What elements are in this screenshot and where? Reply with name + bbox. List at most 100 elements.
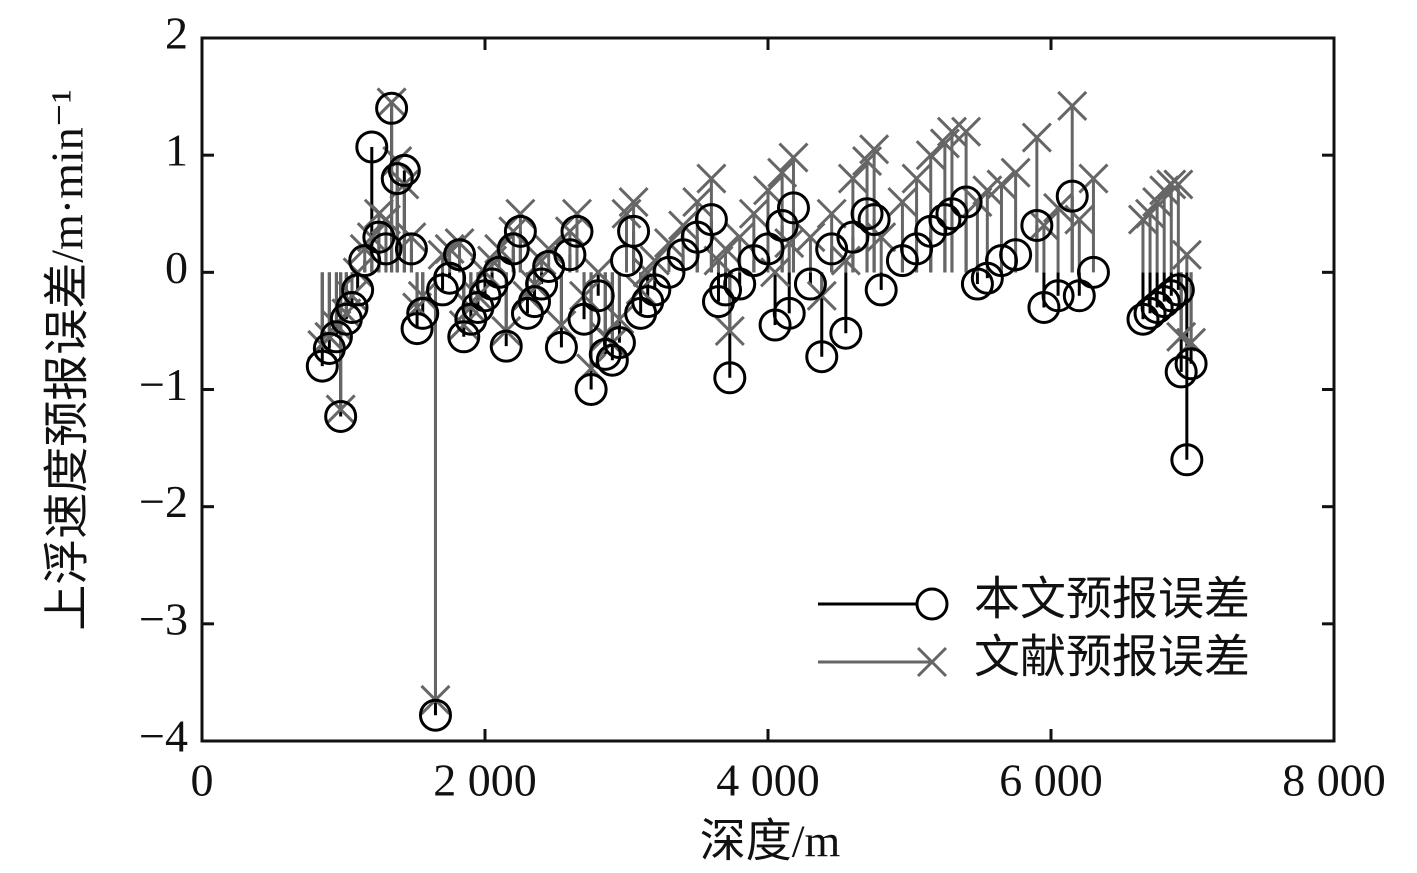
x-tick-label: 6 000 bbox=[999, 755, 1103, 806]
marker bbox=[325, 394, 356, 425]
marker bbox=[778, 142, 809, 173]
marker bbox=[915, 140, 946, 171]
marker bbox=[1163, 169, 1194, 200]
marker bbox=[829, 316, 863, 350]
marker bbox=[553, 238, 587, 272]
marker bbox=[709, 273, 743, 307]
marker bbox=[505, 198, 536, 229]
marker bbox=[653, 227, 685, 259]
marker bbox=[406, 296, 440, 330]
marker bbox=[1020, 208, 1054, 242]
marker bbox=[864, 273, 898, 307]
y-tick-label: −4 bbox=[139, 711, 188, 762]
x-tick-label: 2 000 bbox=[433, 755, 537, 806]
marker bbox=[1171, 239, 1202, 270]
marker bbox=[1028, 210, 1059, 241]
marker bbox=[525, 267, 559, 301]
marker bbox=[752, 175, 784, 206]
marker bbox=[714, 315, 745, 346]
marker bbox=[887, 186, 918, 218]
marker bbox=[805, 340, 839, 374]
marker bbox=[1057, 90, 1088, 122]
marker bbox=[713, 361, 747, 395]
marker bbox=[554, 216, 585, 247]
marker bbox=[518, 285, 552, 319]
marker bbox=[772, 296, 806, 330]
marker bbox=[639, 245, 670, 276]
y-tick-label: 2 bbox=[165, 8, 188, 59]
marker bbox=[936, 116, 968, 147]
marker bbox=[850, 197, 884, 231]
y-tick-label: −2 bbox=[139, 476, 188, 527]
legend-label: 文献预报误差 bbox=[974, 632, 1250, 683]
legend-label: 本文预报误差 bbox=[974, 574, 1250, 625]
marker bbox=[532, 249, 566, 283]
marker bbox=[370, 204, 402, 235]
marker bbox=[1041, 279, 1075, 313]
marker bbox=[710, 233, 741, 264]
marker bbox=[387, 153, 421, 187]
marker bbox=[369, 232, 403, 266]
marker bbox=[774, 227, 805, 259]
marker bbox=[1021, 122, 1052, 153]
marker bbox=[1170, 443, 1204, 477]
x-tick-label: 4 000 bbox=[716, 755, 820, 806]
x-tick-label: 8 000 bbox=[1282, 755, 1386, 806]
marker bbox=[498, 216, 529, 247]
marker bbox=[380, 162, 414, 196]
marker bbox=[1076, 255, 1110, 289]
marker bbox=[503, 214, 537, 248]
marker bbox=[795, 222, 826, 253]
marker bbox=[394, 232, 428, 266]
marker bbox=[1000, 157, 1031, 188]
marker bbox=[815, 232, 849, 266]
marker bbox=[1166, 321, 1197, 352]
marker bbox=[305, 349, 339, 383]
marker bbox=[433, 261, 467, 295]
marker bbox=[986, 169, 1017, 200]
marker bbox=[574, 373, 608, 406]
marker bbox=[376, 87, 407, 118]
y-tick-label: −1 bbox=[139, 359, 188, 410]
marker bbox=[1174, 347, 1208, 381]
marker bbox=[324, 399, 358, 433]
marker bbox=[407, 280, 438, 311]
x-tick-label: 0 bbox=[191, 755, 214, 806]
marker bbox=[1164, 355, 1198, 389]
marker bbox=[1154, 279, 1188, 313]
marker bbox=[738, 198, 769, 229]
y-tick-label: 1 bbox=[165, 125, 188, 176]
marker bbox=[793, 267, 827, 301]
marker bbox=[999, 238, 1033, 272]
marker bbox=[837, 163, 868, 194]
marker bbox=[984, 244, 1018, 278]
marker bbox=[767, 157, 798, 188]
marker bbox=[561, 198, 593, 229]
marker bbox=[544, 330, 578, 364]
marker bbox=[776, 191, 810, 225]
marker bbox=[444, 227, 475, 259]
marker bbox=[617, 214, 651, 248]
legend-marker bbox=[915, 587, 949, 621]
marker bbox=[696, 163, 727, 194]
marker bbox=[581, 279, 615, 313]
marker bbox=[668, 210, 699, 241]
marker bbox=[319, 320, 353, 354]
y-tick-label: −3 bbox=[139, 593, 188, 644]
marker bbox=[519, 268, 550, 300]
marker bbox=[418, 698, 452, 732]
marker bbox=[489, 329, 523, 363]
marker bbox=[859, 134, 890, 165]
marker bbox=[533, 233, 564, 264]
legend-marker bbox=[916, 646, 948, 678]
marker bbox=[618, 186, 649, 218]
x-axis-label: 深度/m bbox=[700, 816, 841, 867]
y-tick-label: 0 bbox=[165, 242, 188, 293]
marker bbox=[355, 130, 389, 164]
marker bbox=[335, 290, 369, 324]
marker bbox=[595, 343, 629, 377]
marker bbox=[1055, 179, 1089, 213]
marker bbox=[583, 257, 614, 288]
marker bbox=[682, 186, 713, 218]
